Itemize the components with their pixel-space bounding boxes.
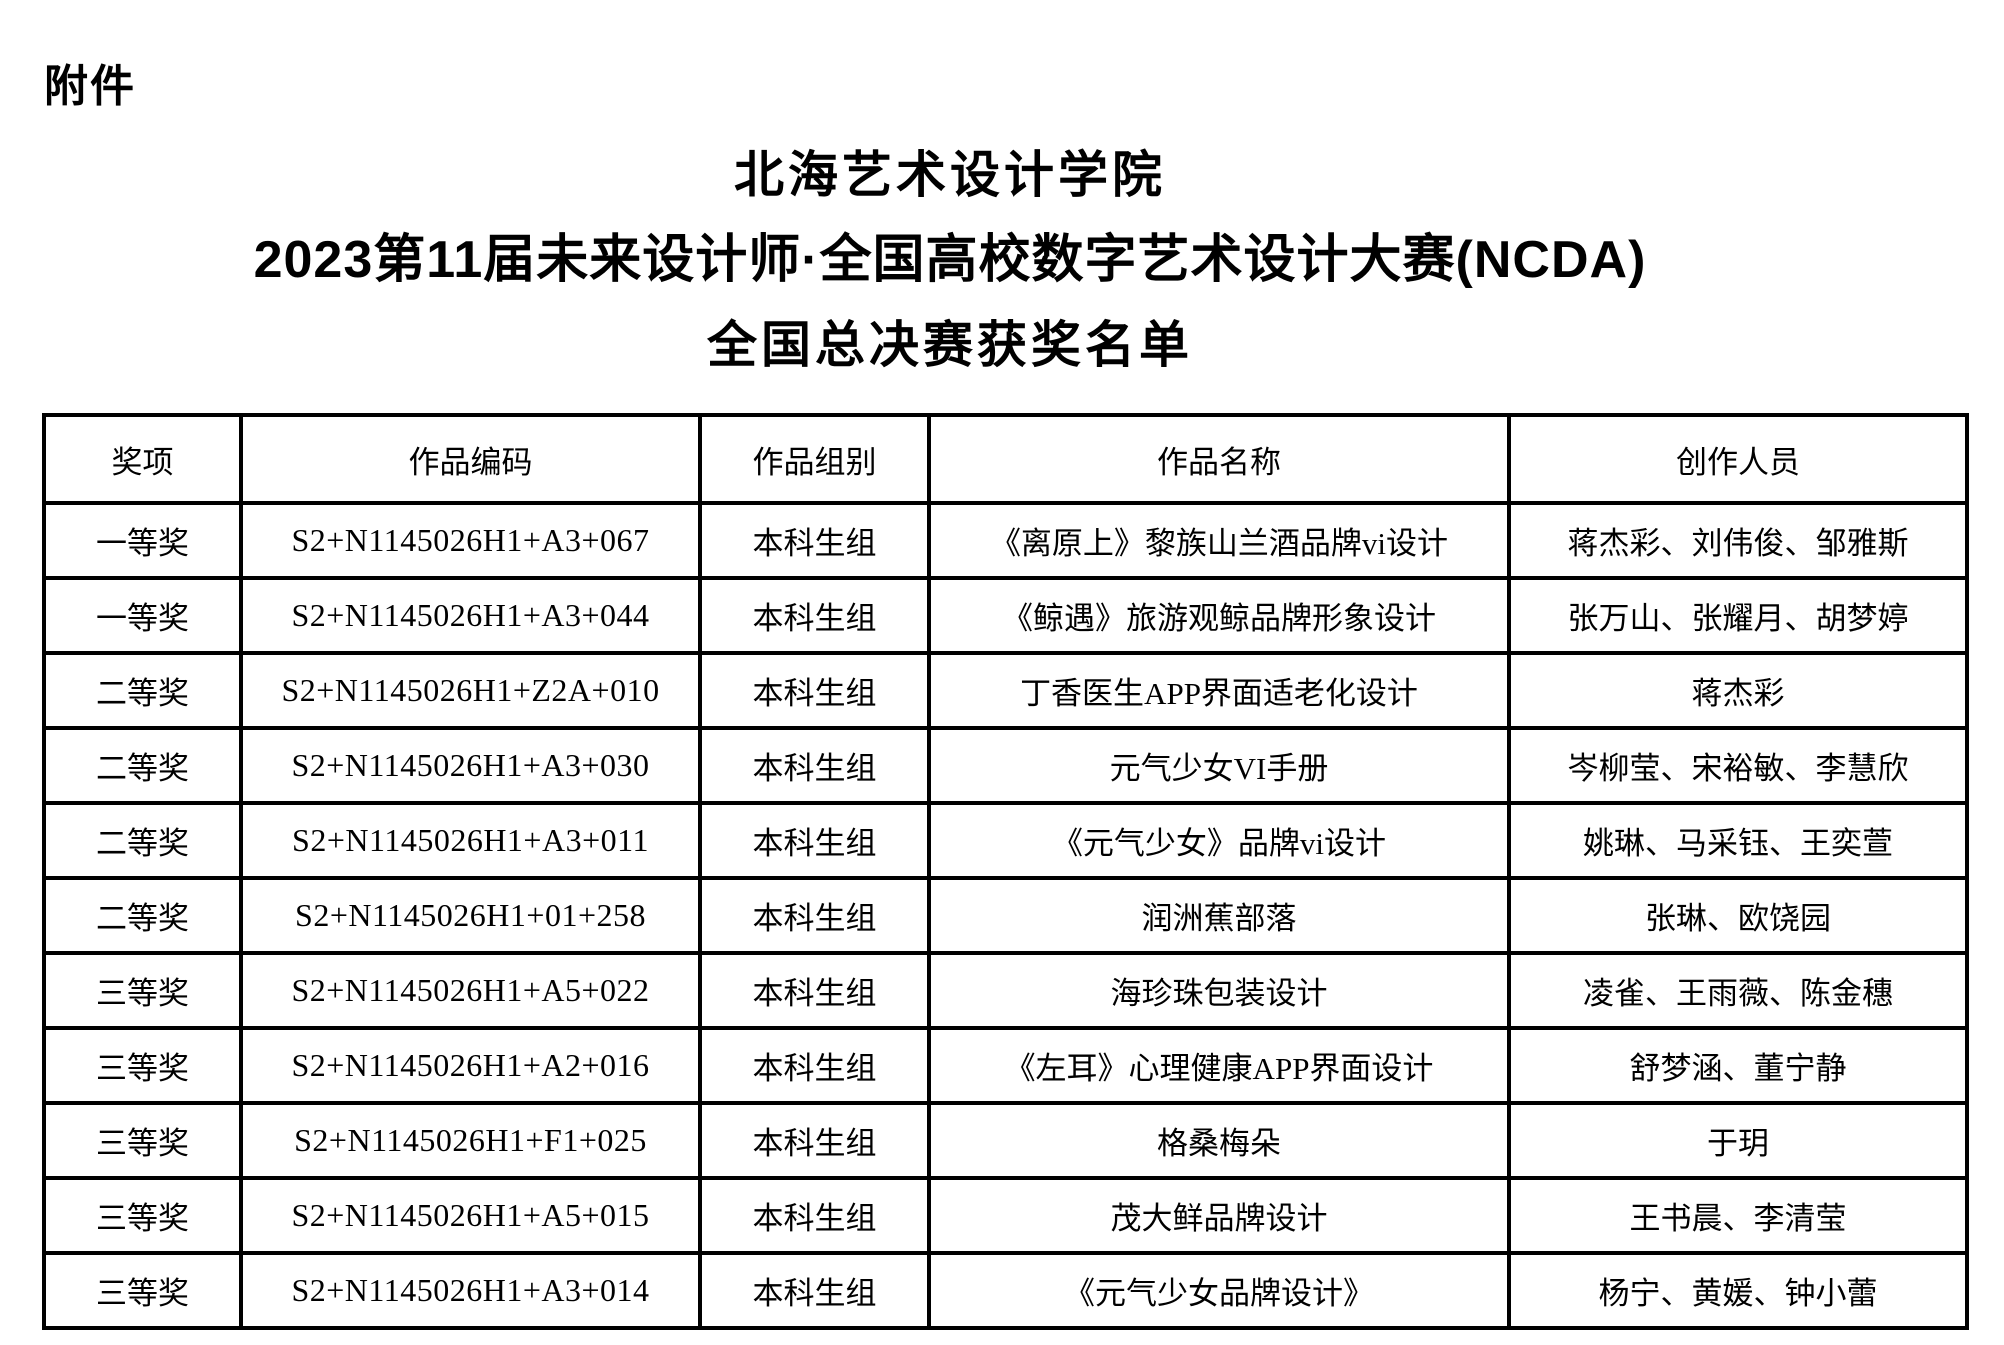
table-row: 一等奖 S2+N1145026H1+A3+067 本科生组 《离原上》黎族山兰酒品牌v… xyxy=(42,501,1969,580)
cell-work-code: S2+N1145026H1+A2+016 xyxy=(239,1026,702,1105)
cell-creators: 王书晨、李清莹 xyxy=(1507,1176,1969,1255)
cell-work-group: 本科生组 xyxy=(698,651,931,730)
cell-creators: 蒋杰彩、刘伟俊、邹雅斯 xyxy=(1507,501,1969,580)
cell-creators: 舒梦涵、董宁静 xyxy=(1507,1026,1969,1105)
cell-creators: 杨宁、黄媛、钟小蕾 xyxy=(1507,1251,1969,1330)
attachment-label: 附件 xyxy=(44,62,136,111)
document-title-school: 北海艺术设计学院 xyxy=(734,147,1166,203)
cell-work-title: 元气少女VI手册 xyxy=(927,726,1511,805)
cell-work-code: S2+N1145026H1+A3+014 xyxy=(239,1251,702,1330)
cell-work-group: 本科生组 xyxy=(698,1026,931,1105)
header-work-code: 作品编码 xyxy=(239,413,702,505)
table-row: 三等奖 S2+N1145026H1+A2+016 本科生组 《左耳》心理健康APP界面… xyxy=(42,1026,1969,1105)
document-title-award-list: 全国总决赛获奖名单 xyxy=(707,317,1193,373)
cell-award: 三等奖 xyxy=(42,951,243,1030)
cell-work-group: 本科生组 xyxy=(698,726,931,805)
header-work-title: 作品名称 xyxy=(927,413,1511,505)
awards-table-header: 奖项 作品编码 作品组别 作品名称 创作人员 xyxy=(42,413,1969,505)
cell-work-code: S2+N1145026H1+01+258 xyxy=(239,876,702,955)
cell-work-group: 本科生组 xyxy=(698,801,931,880)
cell-work-code: S2+N1145026H1+F1+025 xyxy=(239,1101,702,1180)
cell-work-title: 格桑梅朵 xyxy=(927,1101,1511,1180)
cell-award: 三等奖 xyxy=(42,1101,243,1180)
cell-creators: 于玥 xyxy=(1507,1101,1969,1180)
table-row: 二等奖 S2+N1145026H1+01+258 本科生组 润洲蕉部落 张琳、欧饶园 xyxy=(42,876,1969,955)
cell-work-code: S2+N1145026H1+A3+044 xyxy=(239,576,702,655)
cell-work-title: 润洲蕉部落 xyxy=(927,876,1511,955)
cell-award: 三等奖 xyxy=(42,1176,243,1255)
table-row: 三等奖 S2+N1145026H1+F1+025 本科生组 格桑梅朵 于玥 xyxy=(42,1101,1969,1180)
cell-award: 三等奖 xyxy=(42,1026,243,1105)
table-row: 三等奖 S2+N1145026H1+A3+014 本科生组 《元气少女品牌设计》 杨宁、… xyxy=(42,1251,1969,1330)
cell-work-title: 茂大鲜品牌设计 xyxy=(927,1176,1511,1255)
cell-work-group: 本科生组 xyxy=(698,1176,931,1255)
table-row: 二等奖 S2+N1145026H1+A3+030 本科生组 元气少女VI手册 岑柳莹、宋… xyxy=(42,726,1969,805)
cell-creators: 蒋杰彩 xyxy=(1507,651,1969,730)
cell-work-title: 《左耳》心理健康APP界面设计 xyxy=(927,1026,1511,1105)
cell-award: 一等奖 xyxy=(42,576,243,655)
header-work-group: 作品组别 xyxy=(698,413,931,505)
cell-creators: 姚琳、马采钰、王奕萱 xyxy=(1507,801,1969,880)
header-award: 奖项 xyxy=(42,413,243,505)
awards-table-body: 一等奖 S2+N1145026H1+A3+067 本科生组 《离原上》黎族山兰酒品牌v… xyxy=(42,501,1969,1330)
cell-award: 二等奖 xyxy=(42,651,243,730)
cell-work-title: 《元气少女品牌设计》 xyxy=(927,1251,1511,1330)
cell-award: 三等奖 xyxy=(42,1251,243,1330)
table-row: 三等奖 S2+N1145026H1+A5+022 本科生组 海珍珠包装设计 凌雀、王雨薇… xyxy=(42,951,1969,1030)
table-row: 一等奖 S2+N1145026H1+A3+044 本科生组 《鲸遇》旅游观鲸品牌形象设… xyxy=(42,576,1969,655)
table-row: 二等奖 S2+N1145026H1+Z2A+010 本科生组 丁香医生APP界面适老化… xyxy=(42,651,1969,730)
cell-award: 二等奖 xyxy=(42,726,243,805)
cell-work-code: S2+N1145026H1+A3+067 xyxy=(239,501,702,580)
table-row: 二等奖 S2+N1145026H1+A3+011 本科生组 《元气少女》品牌vi设计姚… xyxy=(42,801,1969,880)
cell-award: 一等奖 xyxy=(42,501,243,580)
header-creators: 创作人员 xyxy=(1507,413,1969,505)
awards-table: 奖项 作品编码 作品组别 作品名称 创作人员 一等奖 S2+N1145026H1+… xyxy=(42,413,1969,1330)
cell-award: 二等奖 xyxy=(42,876,243,955)
cell-work-code: S2+N1145026H1+Z2A+010 xyxy=(239,651,702,730)
cell-work-group: 本科生组 xyxy=(698,1101,931,1180)
cell-work-title: 《鲸遇》旅游观鲸品牌形象设计 xyxy=(927,576,1511,655)
cell-award: 二等奖 xyxy=(42,801,243,880)
header-row: 奖项 作品编码 作品组别 作品名称 创作人员 xyxy=(42,413,1969,505)
cell-work-title: 丁香医生APP界面适老化设计 xyxy=(927,651,1511,730)
cell-work-code: S2+N1145026H1+A5+015 xyxy=(239,1176,702,1255)
cell-work-group: 本科生组 xyxy=(698,951,931,1030)
cell-work-code: S2+N1145026H1+A3+011 xyxy=(239,801,702,880)
cell-work-group: 本科生组 xyxy=(698,576,931,655)
cell-work-code: S2+N1145026H1+A3+030 xyxy=(239,726,702,805)
cell-work-title: 《元气少女》品牌vi设计 xyxy=(927,801,1511,880)
table-row: 三等奖 S2+N1145026H1+A5+015 本科生组 茂大鲜品牌设计 王书晨、李清… xyxy=(42,1176,1969,1255)
cell-creators: 凌雀、王雨薇、陈金穗 xyxy=(1507,951,1969,1030)
cell-work-group: 本科生组 xyxy=(698,876,931,955)
cell-work-title: 海珍珠包装设计 xyxy=(927,951,1511,1030)
cell-work-code: S2+N1145026H1+A5+022 xyxy=(239,951,702,1030)
cell-creators: 岑柳莹、宋裕敏、李慧欣 xyxy=(1507,726,1969,805)
document-title-competition: 2023第11届未来设计师·全国高校数字艺术设计大赛(NCDA) xyxy=(253,231,1647,289)
cell-work-group: 本科生组 xyxy=(698,1251,931,1330)
cell-creators: 张万山、张耀月、胡梦婷 xyxy=(1507,576,1969,655)
cell-creators: 张琳、欧饶园 xyxy=(1507,876,1969,955)
cell-work-title: 《离原上》黎族山兰酒品牌vi设计 xyxy=(927,501,1511,580)
cell-work-group: 本科生组 xyxy=(698,501,931,580)
